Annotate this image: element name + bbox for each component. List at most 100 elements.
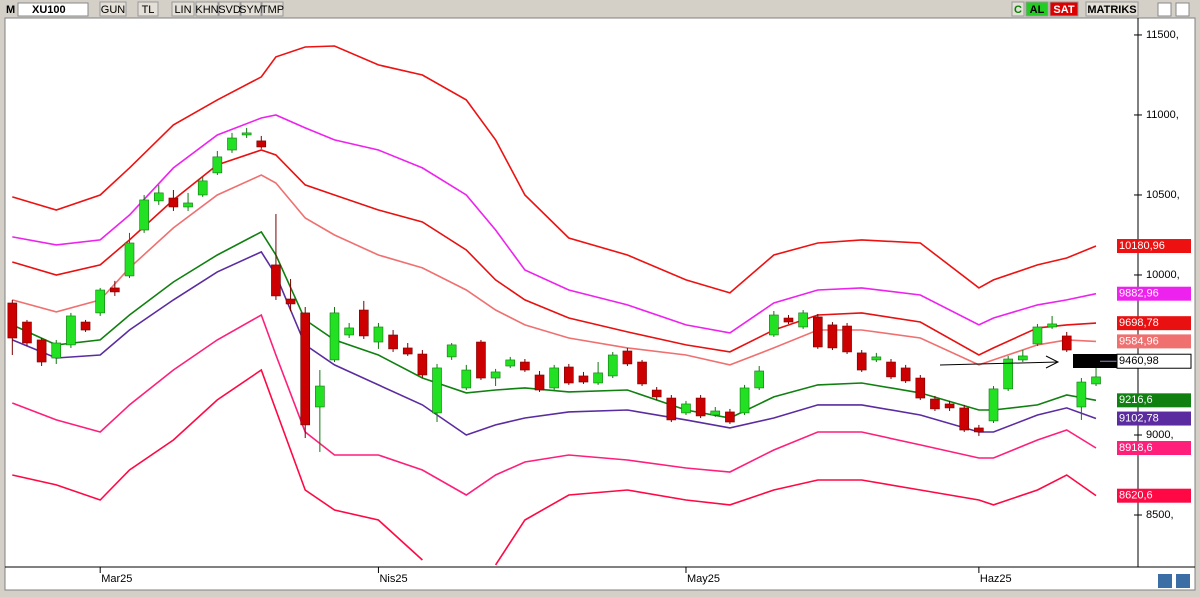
candle-body — [607, 354, 618, 377]
candle-body — [564, 366, 574, 384]
candle-body — [51, 342, 62, 359]
toolbar-button-label[interactable]: TL — [142, 4, 155, 16]
toolbar-button-label[interactable]: C — [1014, 4, 1022, 16]
menu: M — [6, 4, 15, 16]
price-tag-label: 8918,6 — [1119, 442, 1153, 454]
candle-body — [1091, 376, 1101, 385]
toolbar-button-label[interactable]: SVD — [218, 4, 241, 16]
candle-body — [549, 367, 559, 389]
candle-body — [739, 387, 750, 414]
toolbar-button[interactable] — [240, 1, 262, 17]
candle-body — [622, 350, 633, 365]
price-tag-label: 9584,96 — [1119, 335, 1159, 347]
toolbar-button[interactable] — [195, 1, 219, 17]
candle-body — [710, 410, 721, 416]
candle-body — [974, 427, 984, 433]
toolbar-button[interactable] — [137, 1, 159, 17]
x-tick-label: May25 — [687, 573, 720, 585]
band-line — [11, 250, 1097, 436]
candle-body — [490, 371, 501, 379]
candle-body — [842, 325, 852, 353]
candle-body — [256, 140, 267, 148]
candle-body — [915, 377, 926, 399]
candle-body — [373, 326, 384, 343]
candle-body — [783, 317, 794, 323]
candle-body — [827, 324, 838, 349]
candle-body — [388, 334, 398, 350]
icon[interactable] — [1157, 2, 1172, 17]
candle-body — [124, 242, 135, 277]
candle-body — [534, 374, 545, 391]
toolbar-button[interactable] — [1049, 1, 1079, 17]
price-tag-label: 9882,96 — [1119, 288, 1159, 300]
y-tick-label: 8500, — [1146, 509, 1174, 521]
candle-body — [7, 302, 18, 339]
price-tag — [1117, 239, 1191, 254]
plot-area — [4, 17, 1196, 591]
icon[interactable] — [1175, 2, 1190, 17]
candle-body — [432, 367, 442, 414]
toolbar-button-label[interactable]: MATRIKS — [1087, 4, 1136, 16]
candle-body — [197, 180, 208, 196]
candle-body — [769, 314, 779, 336]
toolbar-button-label[interactable]: AL — [1030, 4, 1045, 16]
candle-body — [66, 315, 76, 346]
toolbar-button[interactable] — [1085, 1, 1139, 17]
band-line — [12, 313, 1097, 496]
candle-body — [153, 192, 164, 202]
toolbar-button-label[interactable]: KHN — [195, 4, 218, 16]
toolbar-button-label[interactable]: TMP — [261, 4, 284, 16]
x-tick-label: Mar25 — [101, 573, 132, 585]
candle-body — [930, 398, 940, 410]
candle-body — [300, 312, 311, 426]
candle-body — [578, 375, 589, 383]
candle-body — [402, 347, 413, 355]
x-tick-label: Haz25 — [980, 573, 1012, 585]
candle-body — [900, 367, 911, 382]
icon[interactable] — [1158, 574, 1172, 588]
candle-body — [80, 321, 91, 331]
toolbar — [0, 0, 1200, 18]
candle-body — [446, 344, 457, 358]
price-tag-label: 8620,6 — [1119, 490, 1153, 502]
candle-body — [1003, 358, 1013, 390]
candle-body — [871, 356, 882, 361]
candle-body — [212, 156, 223, 174]
candle-body — [754, 370, 765, 389]
candle-body — [637, 361, 647, 385]
price-tag — [1117, 334, 1191, 349]
toolbar-button[interactable] — [261, 1, 284, 17]
candle-body — [812, 316, 823, 348]
toolbar-button[interactable] — [218, 1, 241, 17]
candle-body — [666, 397, 677, 421]
price-tag-label: 9460,98 — [1119, 355, 1159, 367]
symbol: XU100 — [32, 4, 66, 16]
candle-body — [959, 407, 970, 431]
toolbar-button[interactable] — [171, 1, 195, 17]
toolbar-button-label[interactable]: GUN — [101, 4, 126, 16]
toolbar-button-label[interactable]: LIN — [174, 4, 191, 16]
y-tick-label: 10000, — [1146, 269, 1180, 281]
candle-body — [139, 199, 149, 231]
candle-body — [168, 197, 179, 208]
band-line — [12, 114, 1097, 334]
y-tick-label: 11000, — [1146, 109, 1179, 121]
price-tag-label: 10180,96 — [1119, 240, 1165, 252]
price-tag — [1117, 316, 1191, 331]
toolbar-button-label[interactable]: SAT — [1053, 4, 1074, 16]
candle-body — [798, 312, 808, 328]
candle-body — [344, 327, 354, 336]
toolbar-button[interactable] — [99, 1, 127, 17]
candle-body — [886, 361, 896, 378]
toolbar-button[interactable] — [1025, 1, 1049, 17]
x-tick-label: Nis25 — [379, 573, 407, 585]
toolbar-button[interactable] — [1011, 1, 1025, 17]
candle-body — [22, 321, 32, 344]
candle-body — [1076, 381, 1087, 408]
y-tick-label: 9000, — [1146, 429, 1174, 441]
icon[interactable] — [1176, 574, 1190, 588]
candle-body — [1018, 355, 1028, 361]
toolbar-button-label[interactable]: SYM — [239, 4, 263, 16]
band-line — [12, 368, 1097, 566]
